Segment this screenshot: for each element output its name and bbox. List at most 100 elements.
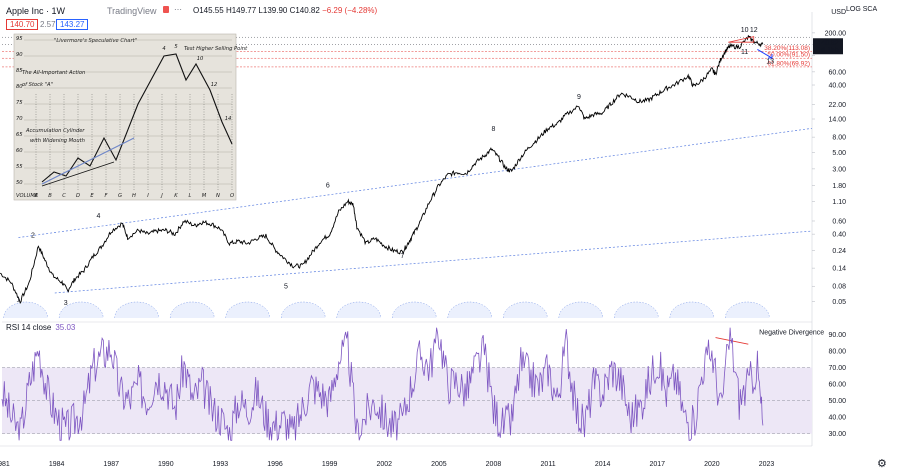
price-tick-label: 22.00	[828, 102, 846, 109]
inset-x-letter: M	[202, 193, 207, 199]
inset-point-label: 4	[162, 46, 165, 52]
inset-price-tick: 90	[16, 52, 23, 58]
price-tick-label: 0.60	[832, 218, 846, 225]
inset-point-label: 5	[174, 44, 178, 50]
settings-gear-icon[interactable]: ⚙	[877, 458, 887, 470]
price-tick-label: 40.00	[828, 83, 846, 90]
inset-price-tick: 75	[16, 100, 23, 106]
wave-label-5: 5	[284, 283, 288, 290]
time-tick-label: 2020	[704, 461, 720, 468]
open-value: O145.55	[193, 6, 224, 15]
currency-label: USD	[831, 9, 846, 16]
time-tick-label: 2017	[649, 461, 665, 468]
time-tick-label: 2008	[486, 461, 502, 468]
price-tick-label: 0.24	[832, 248, 846, 255]
fib-level-label: 38.20%(113.08)	[764, 45, 810, 52]
inset-note: of Stock "A"	[22, 82, 53, 88]
rsi-tick-label: 30.00	[828, 431, 846, 438]
rsi-tick-label: 60.00	[828, 382, 846, 389]
rising-wedge	[728, 36, 755, 43]
cycle-arc	[58, 301, 104, 319]
rsi-tick-label: 70.00	[828, 365, 846, 372]
wave-label-9: 9	[577, 94, 581, 101]
time-tick-label: 2014	[595, 461, 611, 468]
rsi-tick-label: 40.00	[828, 415, 846, 422]
ask-box[interactable]: 143.27	[56, 19, 89, 30]
down-arrow-icon	[757, 49, 773, 59]
price-series-line	[0, 34, 764, 304]
price-tick-label: 200.00	[825, 30, 847, 37]
time-tick-label: 2005	[431, 461, 447, 468]
cycle-arc	[225, 301, 270, 319]
price-tick-label: 60.00	[828, 69, 846, 76]
price-tick-label: 0.05	[832, 299, 846, 306]
inset-x-letter: O	[230, 193, 234, 199]
cycle-arc	[392, 301, 437, 319]
inset-price-tick: 70	[16, 116, 23, 122]
inset-caption: Test Higher Selling Point	[184, 46, 248, 52]
chart-header: Apple Inc · 1W TradingView ⋯ O145.55 H14…	[0, 0, 812, 30]
time-tick-label: 1993	[213, 461, 229, 468]
divergence-label: Negative Divergence	[759, 329, 824, 336]
bid-box[interactable]: 140.70	[6, 19, 39, 30]
time-tick-label: 1984	[49, 461, 65, 468]
wave-label-8: 8	[492, 126, 496, 133]
rsi-title: RSI 14 close	[6, 323, 52, 332]
scale-mode-label[interactable]: LOG SCA	[846, 6, 878, 13]
cycle-arc	[725, 301, 770, 319]
chart-annotations	[728, 36, 773, 59]
wave-label-1: 1	[16, 296, 20, 303]
inset-x-letter: K	[174, 193, 178, 199]
inset-paper	[13, 33, 237, 201]
time-tick-label: 1987	[103, 461, 119, 468]
inset-note: Accumulation Cylinder	[25, 128, 85, 134]
inset-point-label: 12	[211, 82, 218, 88]
cycle-arc	[447, 301, 492, 319]
more-icon[interactable]: ⋯	[174, 5, 182, 14]
price-tag-countdown: 1d 15h	[817, 47, 839, 54]
wave-label-13: 13	[766, 58, 774, 65]
fib-level-label: 61.80%(69.92)	[767, 60, 810, 67]
rsi-header: RSI 14 close 35.03	[6, 323, 75, 332]
symbol-title[interactable]: Apple Inc · 1W	[6, 6, 66, 16]
close-value: C140.82	[289, 6, 320, 15]
time-tick-label: 1996	[267, 461, 283, 468]
price-axis: 200.00 60.00 40.00 22.00 14.00 8.00 5.00 3.00 1.…	[811, 9, 847, 446]
flag-icon[interactable]	[163, 6, 169, 13]
cycle-arc	[114, 301, 159, 319]
inset-x-letter: N	[216, 193, 220, 199]
time-tick-label: 2002	[376, 461, 392, 468]
rsi-tick-label: 50.00	[828, 398, 846, 405]
inset-price-tick: 65	[16, 132, 23, 138]
lower-channel-line	[54, 230, 813, 294]
inset-x-letter: A	[33, 193, 38, 199]
upper-channel-line	[18, 127, 813, 238]
rsi-tick-label: 80.00	[828, 348, 846, 355]
wave-label-12: 12	[750, 27, 758, 34]
cycle-arc	[281, 301, 326, 319]
wave-label-7: 7	[400, 253, 404, 260]
inset-x-letter: G	[118, 193, 122, 199]
inset-note: with Widening Mouth	[30, 138, 85, 144]
low-value: L139.90	[258, 6, 288, 15]
inset-x-letter: F	[105, 193, 109, 199]
inset-cylinder-lower	[41, 161, 115, 187]
price-tick-label: 8.00	[832, 135, 846, 142]
trend-channel-lines	[3, 127, 813, 319]
price-tick-label: 1.80	[832, 183, 846, 190]
rsi-tick-label: 90.00	[828, 332, 846, 339]
rsi-last-value: 35.03	[55, 323, 76, 332]
inset-x-letter: E	[90, 193, 94, 199]
cycle-arc	[614, 301, 659, 319]
inset-title: "Livermore's Speculative Chart"	[54, 38, 137, 44]
inset-volume-label: VOLUME	[16, 193, 39, 199]
cycle-arc	[170, 301, 215, 319]
wave-label-11: 11	[741, 49, 748, 56]
inset-cylinder-upper	[41, 137, 135, 185]
livermore-inset-chart: "Livermore's Speculative Chart" 95 90 85 80 7…	[13, 33, 248, 201]
price-tick-label: 14.00	[828, 117, 846, 124]
time-tick-label: 2011	[541, 461, 556, 468]
price-tick-label: 5.00	[832, 150, 846, 157]
inset-x-letter: J	[160, 193, 163, 199]
